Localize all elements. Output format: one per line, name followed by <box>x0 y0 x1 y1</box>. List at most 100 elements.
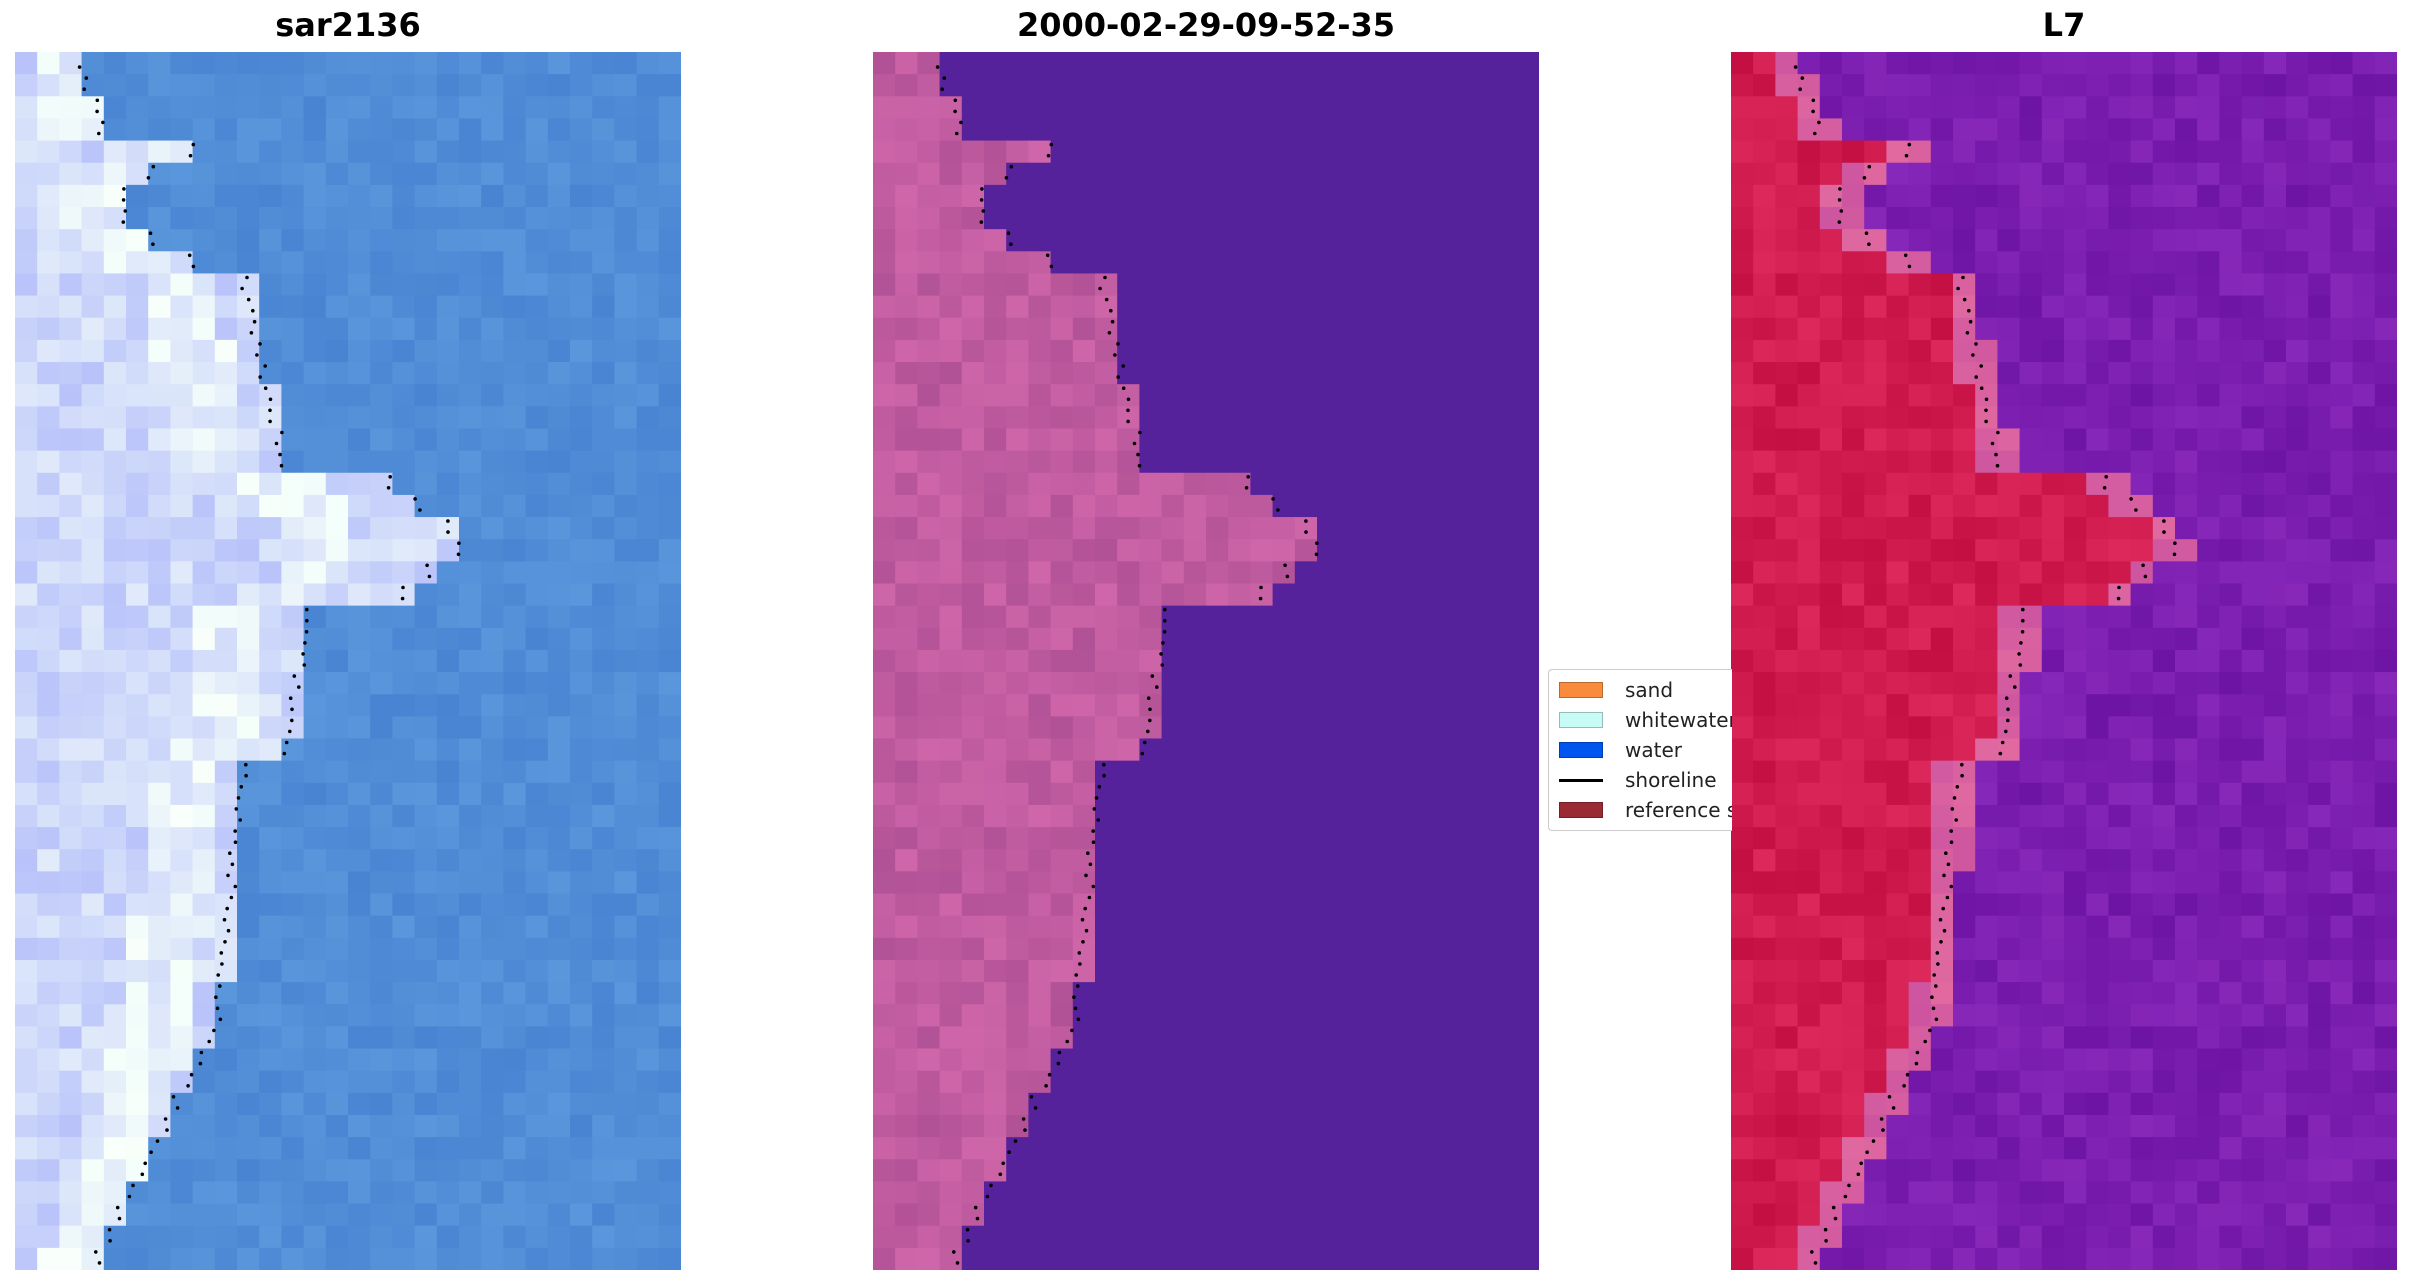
shoreline-point <box>1813 131 1817 136</box>
shoreline-point <box>84 76 89 80</box>
shoreline-point <box>1793 65 1798 69</box>
shoreline-point <box>1979 386 1984 391</box>
panel-title-rgb: sar2136 <box>275 6 421 44</box>
shoreline-point <box>258 375 262 379</box>
legend-item-reference-shoreline: reference s <box>1559 798 1732 822</box>
shoreline-point <box>1800 76 1805 80</box>
shoreline-point <box>1126 397 1131 402</box>
shoreline-point <box>1116 375 1120 379</box>
shoreline-point <box>1974 375 1978 379</box>
shoreline-point <box>1837 198 1842 202</box>
shoreline-point <box>1939 940 1943 944</box>
shoreline-point <box>1009 242 1013 246</box>
shoreline-point <box>979 220 984 224</box>
shoreline-point <box>2102 486 2107 490</box>
shoreline-point <box>1810 1250 1814 1254</box>
shoreline-point <box>1136 452 1140 457</box>
shoreline-point <box>151 242 155 246</box>
shoreline-point <box>165 1128 169 1132</box>
shoreline-point <box>1904 153 1909 158</box>
shoreline-point <box>1914 1061 1919 1066</box>
shoreline-point <box>1817 120 1821 125</box>
shoreline-point <box>222 917 227 922</box>
shoreline-point <box>1080 917 1085 922</box>
shoreline-point <box>2020 630 2025 634</box>
shoreline-point <box>148 231 153 235</box>
shoreline-point <box>1962 297 1967 302</box>
shoreline-point <box>1285 574 1290 579</box>
legend-item-whitewater: whitewater <box>1559 708 1732 732</box>
shoreline-point <box>2173 541 2177 545</box>
shoreline-point <box>107 1227 112 1232</box>
shoreline-point <box>425 563 429 568</box>
shoreline-point <box>1088 862 1093 867</box>
shoreline-point <box>1113 353 1117 357</box>
legend-label: shoreline <box>1625 768 1717 792</box>
shoreline-point <box>1072 995 1076 999</box>
panel-title-mndwi: L7 <box>2042 6 2086 44</box>
shoreline-point <box>2021 618 2025 623</box>
shoreline-point <box>1902 1084 1906 1088</box>
shoreline-point <box>305 618 309 623</box>
shoreline-point <box>1029 1095 1034 1099</box>
shoreline-point <box>302 663 307 667</box>
shoreline-point <box>143 1161 147 1166</box>
shoreline-point <box>1045 253 1050 258</box>
shoreline-point <box>236 796 241 800</box>
shoreline-point <box>1086 851 1090 855</box>
shoreline-point <box>940 87 944 91</box>
shoreline-point <box>2162 530 2166 534</box>
shoreline-point <box>1931 1006 1936 1011</box>
shoreline-point <box>1006 231 1011 235</box>
shoreline-point <box>1259 585 1263 590</box>
shoreline-point <box>229 895 234 900</box>
shoreline-point <box>131 1183 135 1188</box>
shoreline-point <box>1879 1117 1884 1121</box>
shoreline-point <box>1871 1139 1876 1143</box>
shoreline-point <box>966 1239 970 1243</box>
shoreline-point <box>282 751 287 756</box>
shoreline-point <box>1965 331 1970 335</box>
shoreline-point <box>998 1172 1003 1177</box>
shoreline-point <box>953 109 957 114</box>
shoreline-point <box>268 408 272 413</box>
shoreline-point <box>1960 773 1964 778</box>
shoreline-point <box>1092 807 1097 811</box>
shoreline-point <box>1903 253 1908 258</box>
shoreline-point <box>2004 729 2008 734</box>
shoreline-point <box>288 729 292 734</box>
shoreline-point <box>1930 995 1934 999</box>
shoreline-point <box>1091 829 1095 833</box>
shoreline-point <box>1949 884 1954 889</box>
shoreline-point <box>1915 1050 1920 1055</box>
shoreline-point <box>981 209 986 213</box>
shoreline-point <box>1146 696 1151 700</box>
shoreline-point <box>1907 264 1912 269</box>
legend-label: water <box>1625 738 1682 762</box>
shoreline-point <box>288 696 293 700</box>
shoreline-point <box>1838 187 1842 191</box>
shoreline-point <box>2104 475 2108 479</box>
legend-item-water: water <box>1559 738 1682 762</box>
shoreline-point <box>1271 497 1275 501</box>
shoreline-point <box>1949 829 1953 833</box>
shoreline-point <box>1823 1227 1828 1232</box>
shoreline-point <box>233 884 238 889</box>
shoreline-point <box>1950 807 1955 811</box>
shoreline-point <box>1004 176 1009 180</box>
shoreline-point <box>2116 596 2121 601</box>
shoreline-point <box>1961 275 1965 280</box>
shoreline-point <box>1881 1128 1885 1132</box>
shoreline-point <box>1137 463 1142 468</box>
shoreline-point <box>127 1194 132 1199</box>
shoreline-point <box>1923 1039 1927 1044</box>
shoreline-point <box>97 1261 102 1265</box>
shoreline-point <box>2006 718 2010 723</box>
shoreline-point <box>400 596 405 601</box>
shoreline-point <box>1083 906 1087 911</box>
shoreline-point <box>1102 773 1106 778</box>
shoreline-point <box>1837 220 1842 224</box>
shoreline-point <box>1009 164 1014 169</box>
shoreline-point <box>1087 895 1092 900</box>
shoreline-point <box>2000 740 2005 745</box>
